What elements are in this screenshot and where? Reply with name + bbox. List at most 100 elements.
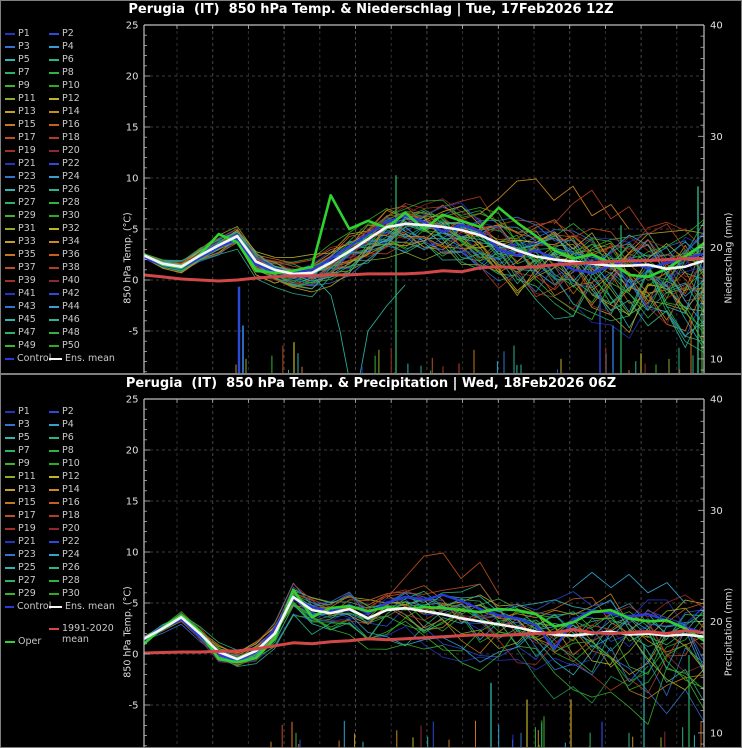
- legend-member: P11: [5, 470, 36, 483]
- legend-swatch: [49, 45, 59, 48]
- legend-label: P21: [18, 536, 36, 547]
- legend-label: P13: [18, 106, 36, 117]
- legend-swatch: [49, 32, 59, 35]
- legend-swatch: [49, 292, 59, 295]
- legend-label: P23: [18, 171, 36, 182]
- legend-label: P16: [62, 119, 80, 130]
- outlier-member-line: [516, 648, 649, 704]
- legend-label: P27: [18, 197, 36, 208]
- legend-member: P1: [5, 405, 30, 418]
- right-tick-label: 40: [710, 395, 723, 406]
- legend-label: P14: [62, 106, 80, 117]
- legend-member: P41: [5, 287, 36, 300]
- outlier-member-line: [311, 274, 406, 373]
- legend-label: Oper: [18, 636, 42, 647]
- legend-swatch: [49, 136, 59, 139]
- legend-swatch: [49, 605, 62, 608]
- legend-label: P20: [62, 145, 80, 156]
- legend-label: P13: [18, 484, 36, 495]
- legend-label: P39: [18, 275, 36, 286]
- left-tick-label: 15: [126, 497, 139, 508]
- legend-label: P22: [62, 536, 80, 547]
- legend-label: P25: [18, 184, 36, 195]
- legend-swatch: [5, 344, 15, 347]
- legend-climate-mean-line2: mean: [62, 633, 89, 646]
- legend-label: 1991-2020: [62, 623, 114, 634]
- legend-member: P11: [5, 92, 36, 105]
- legend-swatch: [5, 540, 15, 543]
- legend-label: P15: [18, 119, 36, 130]
- legend-member: P7: [5, 444, 30, 457]
- legend-member: P50: [49, 339, 80, 352]
- legend-swatch: [5, 227, 15, 230]
- member-line: [144, 221, 704, 310]
- legend-swatch: [5, 253, 15, 256]
- legend-member: P2: [49, 27, 74, 40]
- legend-ens-mean: Ens. mean: [49, 600, 115, 613]
- legend-swatch: [49, 488, 59, 491]
- legend-label: P2: [62, 28, 74, 39]
- data-layer: [144, 552, 704, 747]
- member-line: [144, 602, 704, 689]
- legend-label: P4: [62, 419, 74, 430]
- member-line: [144, 226, 704, 315]
- legend-label: P30: [62, 588, 80, 599]
- legend-swatch: [49, 357, 62, 360]
- legend-member: P23: [5, 548, 36, 561]
- legend-member: P6: [49, 53, 74, 66]
- legend-swatch: [49, 266, 59, 269]
- ens-mean-line: [144, 595, 704, 661]
- legend-member: P22: [49, 535, 80, 548]
- legend-member: P18: [49, 509, 80, 522]
- legend-swatch: [5, 605, 14, 608]
- legend-member: P10: [49, 79, 80, 92]
- legend-member: P9: [5, 457, 30, 470]
- legend-member: P8: [49, 66, 74, 79]
- legend-swatch: [5, 527, 15, 530]
- legend-member: P12: [49, 92, 80, 105]
- legend-member: P47: [5, 326, 36, 339]
- legend-label: P42: [62, 288, 80, 299]
- legend-swatch: [5, 175, 15, 178]
- legend-climate-mean: 1991-2020: [49, 622, 114, 635]
- legend-swatch: [5, 318, 15, 321]
- legend-member: P4: [49, 418, 74, 431]
- legend-label: P34: [62, 236, 80, 247]
- left-tick-label: -5: [129, 701, 139, 712]
- legend-member: P6: [49, 431, 74, 444]
- legend-member: P28: [49, 574, 80, 587]
- legend-label: P27: [18, 575, 36, 586]
- legend-label: P8: [62, 67, 74, 78]
- legend-swatch: [5, 331, 15, 334]
- legend-label: P28: [62, 197, 80, 208]
- legend-swatch: [5, 110, 15, 113]
- legend-member: P38: [49, 261, 80, 274]
- legend-swatch: [49, 279, 59, 282]
- meteogram-bottom: Perugia (IT) 850 hPa Temp. & Precipitati…: [0, 374, 742, 748]
- legend-label: P28: [62, 575, 80, 586]
- meteogram-top: Perugia (IT) 850 hPa Temp. & Niederschla…: [0, 0, 742, 374]
- legend-member: P9: [5, 79, 30, 92]
- legend-member: P17: [5, 131, 36, 144]
- member-line: [144, 202, 704, 290]
- legend-label: P23: [18, 549, 36, 560]
- legend-member: P18: [49, 131, 80, 144]
- legend-label: P3: [18, 41, 30, 52]
- legend-swatch: [49, 253, 59, 256]
- right-tick-label: 10: [710, 354, 723, 365]
- legend-label: P5: [18, 54, 30, 65]
- legend-member: P27: [5, 574, 36, 587]
- legend-member: P46: [49, 313, 80, 326]
- legend-member: P10: [49, 457, 80, 470]
- legend-member: P7: [5, 66, 30, 79]
- legend-label: P41: [18, 288, 36, 299]
- legend-swatch: [49, 540, 59, 543]
- legend-label: P20: [62, 523, 80, 534]
- legend-label: P10: [62, 458, 80, 469]
- left-tick-label: 25: [126, 395, 139, 406]
- legend-swatch: [49, 627, 59, 630]
- legend-swatch: [5, 410, 15, 413]
- legend-swatch: [49, 149, 59, 152]
- legend-swatch: [5, 84, 15, 87]
- legend-member: P19: [5, 522, 36, 535]
